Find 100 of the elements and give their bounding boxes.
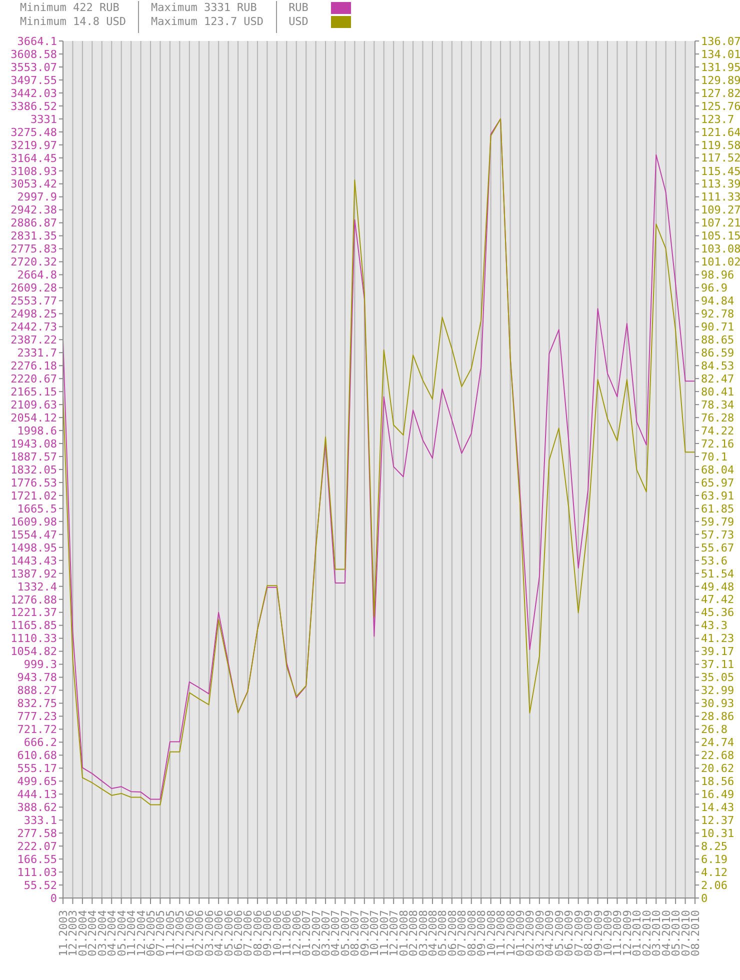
- text: Maximum 123.7 USD: [150, 15, 264, 29]
- y2-tick-label: 86.59: [701, 346, 734, 360]
- y2-tick-label: 107.21: [701, 216, 740, 230]
- y2-tick-label: 39.17: [701, 645, 734, 658]
- y-tick-label: 1165.85: [10, 619, 57, 632]
- y2-tick-label: 63.91: [701, 489, 734, 502]
- y2-tick-label: 84.53: [701, 360, 734, 373]
- text: Minimum 422 RUB: [20, 1, 120, 15]
- y2-tick-label: 28.86: [701, 710, 734, 724]
- y-tick-label: 2109.63: [10, 398, 57, 412]
- y-tick-label: 3331: [30, 112, 57, 126]
- y-tick-label: 2886.87: [10, 216, 57, 230]
- y2-tick-label: 72.16: [701, 437, 734, 450]
- y-tick-label: 111.03: [17, 866, 57, 879]
- y-tick-label: 888.27: [17, 684, 57, 698]
- y2-tick-label: 98.96: [701, 268, 734, 282]
- y-tick-label: 55.52: [24, 878, 57, 892]
- y2-tick-label: 74.22: [701, 424, 734, 438]
- y-tick-label: 2276.18: [10, 360, 57, 373]
- y2-tick-label: 2.06: [701, 878, 728, 892]
- y2-tick-label: 125.76: [701, 100, 740, 113]
- text: Minimum 14.8 USD: [20, 15, 126, 29]
- y-tick-label: 3553.07: [10, 60, 57, 74]
- y-tick-label: 1498.95: [10, 541, 57, 554]
- y2-tick-label: 127.82: [701, 86, 740, 100]
- y2-tick-label: 18.56: [701, 775, 734, 788]
- y2-tick-label: 94.84: [701, 294, 734, 308]
- y2-tick-label: 90.71: [701, 320, 734, 334]
- y-tick-label: 1832.05: [10, 463, 57, 476]
- y-tick-label: 943.78: [17, 671, 57, 684]
- y-tick-label: 222.07: [17, 840, 57, 853]
- y-tick-label: 832.75: [17, 697, 57, 710]
- y2-tick-label: 26.8: [701, 723, 728, 736]
- y-tick-label: 3386.52: [10, 100, 57, 113]
- y-tick-label: 2442.73: [10, 320, 57, 334]
- y2-tick-label: 59.79: [701, 515, 734, 528]
- y2-tick-label: 136.07: [701, 34, 740, 48]
- y2-tick-label: 103.08: [701, 242, 740, 256]
- y2-tick-label: 92.78: [701, 308, 734, 321]
- y2-tick-label: 113.39: [701, 178, 740, 191]
- y2-tick-label: 0: [701, 892, 708, 905]
- y2-tick-label: 117.52: [701, 152, 740, 165]
- y-tick-label: 2609.28: [10, 282, 57, 295]
- y-tick-label: 1887.57: [10, 450, 57, 464]
- y2-tick-label: 65.97: [701, 476, 734, 490]
- y-tick-label: 1387.92: [10, 567, 57, 580]
- y-tick-label: 721.72: [17, 723, 57, 736]
- y2-tick-label: 14.43: [701, 801, 734, 814]
- y2-tick-label: 55.67: [701, 541, 734, 554]
- y-tick-label: 2498.25: [10, 308, 57, 321]
- y2-tick-label: 121.64: [701, 126, 740, 139]
- y-tick-label: 2997.9: [17, 190, 57, 204]
- y-tick-label: 610.68: [17, 749, 57, 762]
- y-tick-label: 2387.22: [10, 334, 57, 347]
- y-tick-label: 777.23: [17, 710, 57, 724]
- y2-tick-label: 123.7: [701, 112, 734, 126]
- y2-tick-label: 76.28: [701, 411, 734, 424]
- y-tick-label: 1776.53: [10, 476, 57, 490]
- y-tick-label: 1943.08: [10, 437, 57, 450]
- y-tick-label: 1998.6: [17, 424, 57, 438]
- y2-tick-label: 45.36: [701, 606, 734, 620]
- y2-tick-label: 22.68: [701, 749, 734, 762]
- legend-label: USD: [288, 15, 310, 29]
- y-tick-label: 444.13: [17, 788, 57, 802]
- y2-tick-label: 4.12: [701, 866, 728, 879]
- y-tick-label: 333.1: [24, 814, 57, 827]
- y2-tick-label: 37.11: [701, 658, 734, 672]
- y-tick-label: 3108.93: [10, 164, 57, 178]
- y-tick-label: 1221.37: [10, 606, 57, 620]
- y-tick-label: 2331.7: [17, 346, 57, 360]
- y2-tick-label: 111.33: [701, 190, 740, 204]
- y-tick-label: 2054.12: [10, 411, 57, 424]
- y2-tick-label: 96.9: [701, 282, 728, 295]
- y2-tick-label: 101.02: [701, 256, 740, 269]
- y-tick-label: 1443.43: [10, 554, 57, 568]
- y-tick-label: 3497.55: [10, 74, 57, 87]
- y-tick-label: 2553.77: [10, 294, 57, 308]
- y-tick-label: 2165.15: [10, 385, 57, 398]
- y-tick-label: 3442.03: [10, 86, 57, 100]
- y2-tick-label: 70.1: [701, 450, 728, 464]
- y2-tick-label: 82.47: [701, 372, 734, 386]
- y2-tick-label: 134.01: [701, 48, 740, 61]
- y-tick-label: 1276.88: [10, 593, 57, 606]
- y-tick-label: 1554.47: [10, 528, 57, 542]
- y2-tick-label: 6.19: [701, 852, 728, 866]
- y2-tick-label: 41.23: [701, 632, 734, 646]
- y-tick-label: 3275.48: [10, 126, 57, 139]
- y2-tick-label: 12.37: [701, 814, 734, 827]
- y-tick-label: 388.62: [17, 801, 57, 814]
- legend-label: RUB: [288, 1, 310, 15]
- y2-tick-label: 119.58: [701, 138, 740, 152]
- y2-tick-label: 129.89: [701, 74, 740, 87]
- y2-tick-label: 43.3: [701, 619, 728, 632]
- y2-tick-label: 78.34: [701, 398, 734, 412]
- y2-tick-label: 53.6: [701, 554, 728, 568]
- y-tick-label: 1054.82: [10, 645, 57, 658]
- y2-tick-label: 30.93: [701, 697, 734, 710]
- y-tick-label: 0: [50, 892, 57, 905]
- y-tick-label: 3608.58: [10, 48, 57, 61]
- y-tick-label: 499.65: [17, 775, 57, 788]
